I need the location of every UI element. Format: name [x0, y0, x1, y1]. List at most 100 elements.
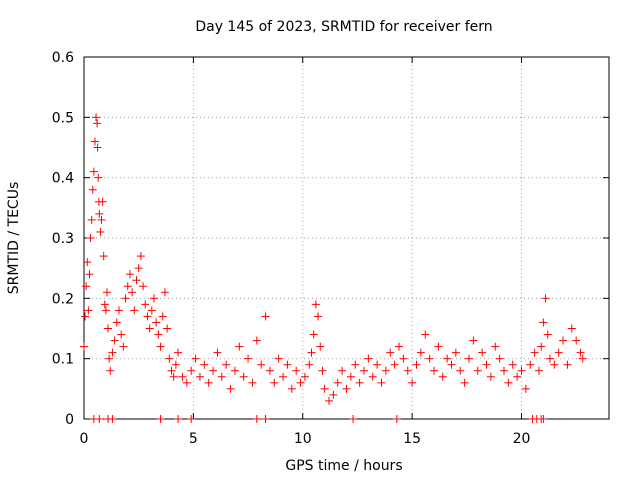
data-point [307, 348, 316, 357]
data-point [83, 258, 92, 267]
data-point [320, 384, 329, 393]
data-point [567, 324, 576, 333]
data-point [274, 354, 283, 363]
data-point [89, 167, 98, 176]
data-point [311, 300, 320, 309]
data-point [309, 330, 318, 339]
data-point-zero [156, 415, 165, 423]
data-point [106, 366, 115, 375]
data-point [125, 270, 134, 279]
data-point [460, 378, 469, 387]
data-point [90, 137, 99, 146]
data-point [88, 185, 97, 194]
data-point [537, 342, 546, 351]
data-point [99, 252, 108, 261]
data-point [139, 282, 148, 291]
data-point [93, 143, 102, 152]
data-point [473, 366, 482, 375]
data-point [171, 360, 180, 369]
data-series [80, 113, 587, 423]
data-point [104, 324, 113, 333]
data-point [478, 348, 487, 357]
data-point [130, 306, 139, 315]
data-point [342, 384, 351, 393]
data-point [160, 288, 169, 297]
data-point [252, 336, 261, 345]
data-point [508, 360, 517, 369]
data-point-zero [392, 415, 401, 423]
data-point [248, 378, 257, 387]
data-point [279, 372, 288, 381]
data-point [93, 119, 102, 128]
data-point-zero [261, 415, 270, 423]
data-point [381, 366, 390, 375]
grid-lines [84, 57, 609, 419]
data-point [82, 282, 91, 291]
data-point [244, 354, 253, 363]
y-tick-label: 0.3 [52, 231, 74, 247]
data-point [158, 312, 167, 321]
data-point [430, 366, 438, 375]
axis-ticks [83, 56, 609, 420]
y-tick-label: 0.5 [52, 110, 74, 126]
data-point [191, 354, 200, 363]
data-point [338, 366, 347, 375]
data-point [425, 354, 434, 363]
data-point [270, 378, 279, 387]
data-point-zero [108, 415, 117, 423]
data-point [543, 330, 552, 339]
data-point [128, 288, 137, 297]
data-point [163, 324, 172, 333]
x-axis-label: GPS time / hours [285, 458, 402, 474]
data-point [96, 227, 105, 236]
data-point [108, 348, 117, 357]
data-point [541, 294, 550, 303]
data-point [169, 372, 178, 381]
data-point [368, 372, 377, 381]
data-point [329, 390, 338, 399]
data-point [265, 366, 274, 375]
y-tick-label: 0.6 [52, 50, 74, 66]
data-point [530, 348, 539, 357]
y-tick-label: 0.2 [52, 291, 74, 307]
data-point [438, 372, 447, 381]
data-point [355, 378, 364, 387]
data-point [132, 276, 141, 285]
data-point [178, 372, 187, 381]
x-tick-label: 0 [80, 431, 89, 447]
data-point [94, 173, 103, 182]
data-point [156, 342, 165, 351]
data-point [84, 306, 93, 315]
data-point [145, 324, 154, 333]
data-point [287, 384, 296, 393]
data-point [408, 378, 417, 387]
data-point [504, 378, 513, 387]
data-point [95, 209, 104, 218]
data-point [550, 360, 559, 369]
y-tick-label: 0 [65, 412, 74, 428]
data-point [333, 378, 342, 387]
data-point-zero [252, 415, 261, 423]
data-point [364, 354, 373, 363]
data-point [456, 366, 465, 375]
data-point [85, 270, 94, 279]
data-point [412, 360, 421, 369]
data-point [136, 252, 145, 261]
data-point [305, 360, 314, 369]
data-point [346, 372, 355, 381]
data-point [554, 348, 563, 357]
data-point [486, 372, 495, 381]
data-point [174, 348, 183, 357]
data-point [421, 330, 430, 339]
y-tick-label: 0.4 [52, 171, 74, 187]
data-point [167, 366, 176, 375]
data-point [545, 354, 554, 363]
data-point [200, 360, 209, 369]
data-point [526, 360, 535, 369]
data-point [559, 336, 568, 345]
data-point [92, 113, 101, 122]
data-point [150, 294, 158, 303]
data-point-zero [539, 415, 548, 423]
y-axis-label: SRMTID / TECUs [6, 182, 22, 295]
